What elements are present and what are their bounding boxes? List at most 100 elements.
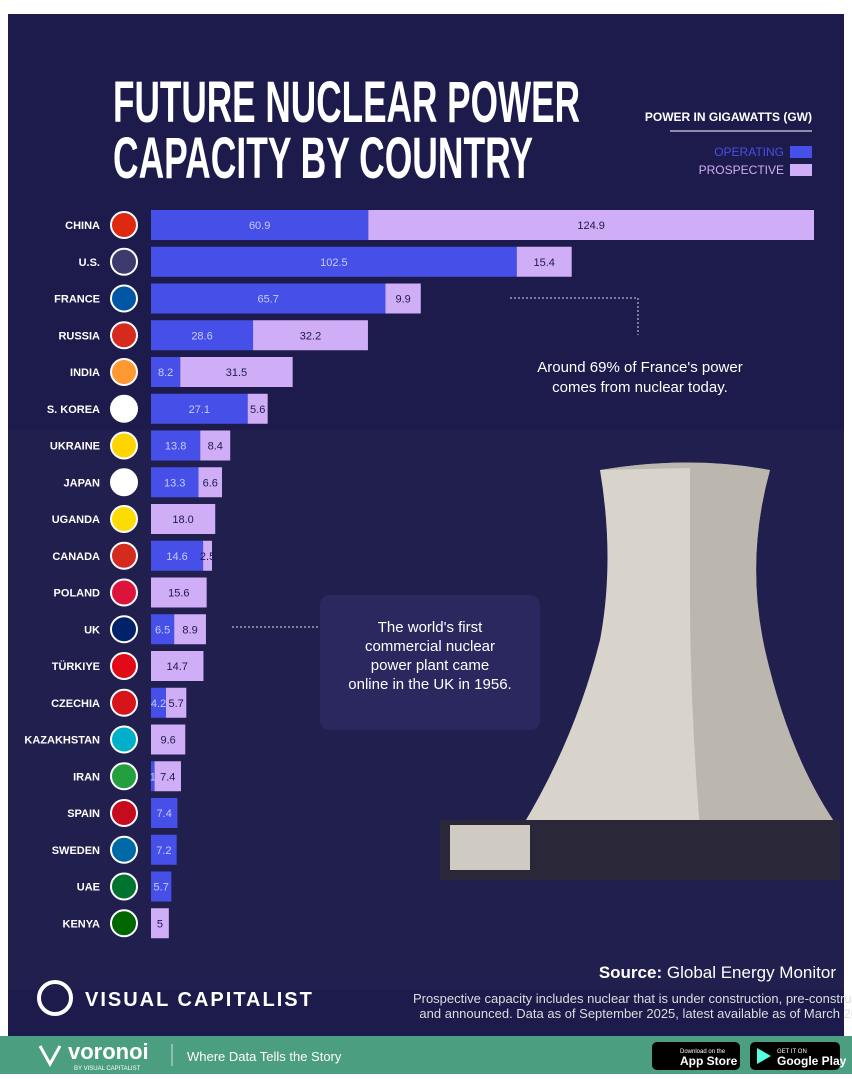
bar-segment xyxy=(151,210,369,240)
bar-segment xyxy=(253,320,368,351)
source-label: Source: xyxy=(599,963,662,982)
flag xyxy=(110,394,138,423)
annotation-box xyxy=(320,595,540,730)
value-label: 60.9 xyxy=(249,220,270,232)
bar-segment xyxy=(151,357,181,387)
value-label: 7.4 xyxy=(160,771,175,783)
legend-swatch xyxy=(790,164,812,176)
legend-swatch xyxy=(790,146,812,158)
value-label: 28.6 xyxy=(191,330,212,342)
annotation: power plant came xyxy=(371,657,489,674)
value-label: 5.7 xyxy=(154,882,169,894)
badge-text: Download on the xyxy=(680,1049,726,1055)
category-label: UAE xyxy=(77,882,100,894)
value-label: 2.5 xyxy=(200,551,215,563)
flag xyxy=(110,872,138,901)
flag xyxy=(110,211,138,239)
flag xyxy=(110,505,138,533)
legend-label: PROSPECTIVE xyxy=(699,163,784,177)
flag xyxy=(110,541,138,570)
category-label: IRAN xyxy=(73,771,100,783)
annotation: Around 69% of France's power xyxy=(537,359,742,376)
source-text: Global Energy Monitor xyxy=(667,963,836,982)
category-label: U.S. xyxy=(79,257,100,269)
category-label: CZECHIA xyxy=(51,698,100,710)
chart-title: FUTURE NUCLEAR POWER xyxy=(113,70,580,135)
footer-logo-mark xyxy=(38,1045,62,1068)
bar-segment xyxy=(151,320,254,351)
bar-segment xyxy=(151,467,199,498)
value-label: 31.5 xyxy=(226,367,247,379)
bar-segment xyxy=(516,246,572,277)
app-store-badge[interactable] xyxy=(652,1042,740,1070)
value-label: 32.2 xyxy=(300,330,321,342)
flag xyxy=(110,284,138,313)
flag xyxy=(110,578,138,607)
value-label: 102.5 xyxy=(320,257,348,269)
bar-segment xyxy=(151,614,175,645)
flag xyxy=(110,835,138,864)
value-label: 15.6 xyxy=(168,588,189,600)
flag xyxy=(110,799,138,827)
footer-tagline: Where Data Tells the Story xyxy=(187,1049,342,1064)
category-label: UGANDA xyxy=(52,514,100,526)
bar-segment xyxy=(165,687,187,718)
value-label: 8.4 xyxy=(208,441,223,453)
category-label: UKRAINE xyxy=(50,441,100,453)
value-label: 1 xyxy=(150,771,156,783)
flag xyxy=(110,358,138,386)
google-play-badge[interactable] xyxy=(750,1042,840,1070)
bar-segment xyxy=(151,798,178,828)
flag xyxy=(110,652,138,680)
category-label: JAPAN xyxy=(64,477,101,489)
category-label: SPAIN xyxy=(67,808,100,820)
value-label: 9.6 xyxy=(160,735,175,747)
footer-logo-sub: BY VISUAL CAPITALIST xyxy=(74,1066,141,1072)
annotation: comes from nuclear today. xyxy=(552,379,728,396)
category-label: KENYA xyxy=(63,918,101,930)
flag xyxy=(110,725,138,754)
footer-logo: voronoi xyxy=(68,1039,149,1064)
category-label: UK xyxy=(84,624,100,636)
badge-text: GET IT ON xyxy=(777,1049,807,1055)
bar-segment xyxy=(368,210,814,240)
value-label: 9.9 xyxy=(395,294,410,306)
badge-icon xyxy=(757,1048,771,1064)
value-label: 14.6 xyxy=(166,551,187,563)
bar-segment xyxy=(151,393,248,424)
bar-segment xyxy=(151,283,386,314)
flag xyxy=(110,688,138,717)
flag xyxy=(110,247,138,276)
bar-segment xyxy=(180,357,293,387)
bar-segment xyxy=(203,540,213,571)
value-label: 5 xyxy=(157,918,163,930)
note: and announced. Data as of September 2025… xyxy=(419,1006,852,1021)
brand: VISUAL CAPITALIST xyxy=(85,989,314,1011)
badge-text: App Store xyxy=(680,1054,738,1068)
legend-title: POWER IN GIGAWATTS (GW) xyxy=(645,110,812,124)
value-label: 5.7 xyxy=(169,698,184,710)
bar-segment xyxy=(154,761,181,792)
flag xyxy=(110,321,138,350)
category-label: CANADA xyxy=(52,551,100,563)
bar-segment xyxy=(198,467,223,498)
value-label: 4.2 xyxy=(151,698,166,710)
value-label: 27.1 xyxy=(189,404,210,416)
value-label: 14.7 xyxy=(167,661,188,673)
value-label: 13.8 xyxy=(165,441,186,453)
bar-segment xyxy=(200,430,231,461)
note: Prospective capacity includes nuclear th… xyxy=(413,991,852,1006)
flag xyxy=(110,468,138,497)
legend-label: OPERATING xyxy=(714,145,784,159)
category-label: S. KOREA xyxy=(47,404,100,416)
category-label: KAZAKHSTAN xyxy=(24,735,100,747)
bar-segment xyxy=(151,834,177,865)
flag xyxy=(110,909,138,938)
flag xyxy=(110,762,138,791)
bar-segment xyxy=(151,504,216,534)
source: Source: Global Energy Monitor xyxy=(599,963,837,982)
category-label: TÜRKIYE xyxy=(52,660,100,673)
bar-segment xyxy=(151,761,155,792)
annotation-connector xyxy=(510,297,639,335)
